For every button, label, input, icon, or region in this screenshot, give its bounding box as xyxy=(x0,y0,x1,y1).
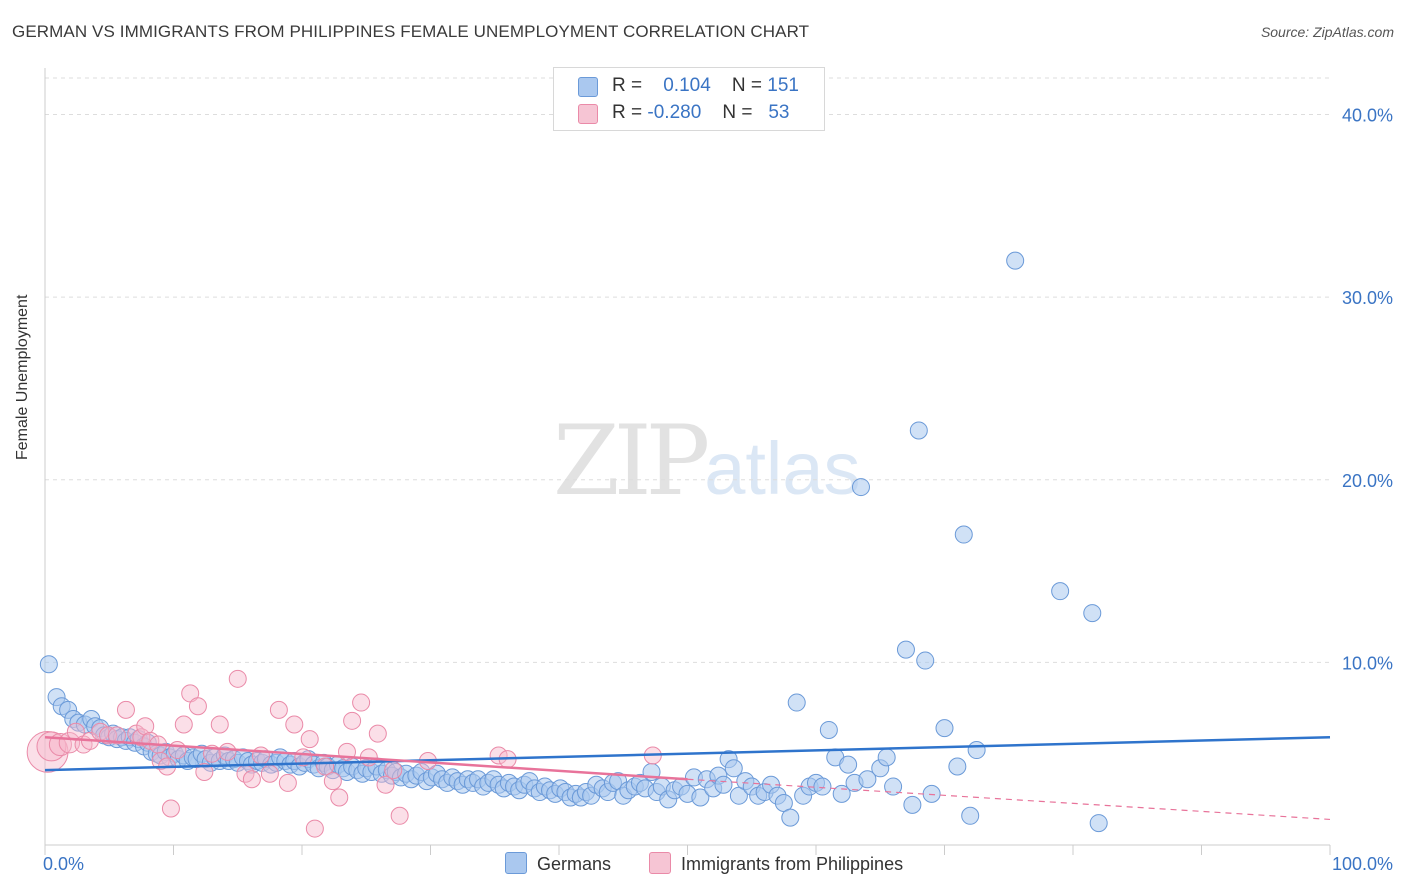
data-point-philippines xyxy=(174,715,193,734)
bottom-swatch-germans xyxy=(505,852,527,874)
legend-n-label: N = xyxy=(722,102,753,123)
data-point-germans xyxy=(1051,582,1070,601)
data-point-germans xyxy=(884,777,903,796)
data-point-philippines xyxy=(218,742,237,761)
trendline-philippines-extension xyxy=(687,778,1331,821)
data-point-philippines xyxy=(116,700,135,719)
data-point-germans xyxy=(781,808,800,827)
data-point-philippines xyxy=(390,806,409,825)
legend-n-value: 151 xyxy=(767,75,799,96)
watermark-zip: ZIP xyxy=(553,405,710,517)
data-point-philippines xyxy=(376,775,395,794)
bottom-legend-label: Immigrants from Philippines xyxy=(681,854,904,874)
data-point-philippines xyxy=(285,715,304,734)
data-point-philippines xyxy=(251,746,270,765)
bottom-legend-label: Germans xyxy=(537,854,612,874)
legend-stats-philippines: R = -0.280 N = 53 xyxy=(612,102,789,124)
legend-swatch-germans xyxy=(578,77,598,97)
data-point-philippines xyxy=(384,761,403,780)
bottom-swatch-philippines xyxy=(649,852,671,874)
legend-swatch-philippines xyxy=(578,104,598,124)
legend-stats-germans: R = 0.104 N = 151 xyxy=(612,75,799,97)
legend-r-value: -0.280 xyxy=(647,102,702,123)
y-tick-label: 30.0% xyxy=(1342,288,1393,308)
data-point-philippines xyxy=(136,717,155,736)
legend-n-value: 53 xyxy=(768,102,790,123)
data-point-philippines xyxy=(343,711,362,730)
data-point-germans xyxy=(967,741,986,760)
trendline-philippines xyxy=(44,736,688,781)
source-label: Source: ZipAtlas.com xyxy=(1260,24,1394,40)
data-point-philippines xyxy=(352,693,371,712)
data-point-germans xyxy=(813,777,832,796)
data-point-germans xyxy=(922,784,941,803)
legend-n-label: N = xyxy=(731,75,763,96)
data-point-philippines xyxy=(168,741,187,760)
data-point-germans xyxy=(877,748,896,767)
data-point-philippines xyxy=(107,726,126,745)
data-point-germans xyxy=(858,770,877,789)
data-point-philippines xyxy=(305,819,324,838)
y-tick-label: 10.0% xyxy=(1342,653,1393,673)
data-point-philippines xyxy=(132,728,151,747)
legend-r-label: R = xyxy=(612,75,643,96)
data-point-germans xyxy=(909,421,928,440)
watermark: ZIPatlas xyxy=(553,405,861,517)
bottom-legend-philippines: Immigrants from Philippines xyxy=(649,852,903,875)
data-point-germans xyxy=(961,806,980,825)
data-point-philippines xyxy=(260,764,279,783)
data-point-germans xyxy=(1006,251,1025,270)
trendline-germans xyxy=(44,736,1331,772)
chart-title: GERMAN VS IMMIGRANTS FROM PHILIPPINES FE… xyxy=(12,22,810,41)
data-point-germans xyxy=(954,525,973,544)
data-point-philippines xyxy=(188,697,207,716)
x-tick-label: 0.0% xyxy=(43,854,84,874)
data-point-germans xyxy=(39,655,58,674)
data-point-germans xyxy=(948,757,967,776)
data-point-germans xyxy=(839,755,858,774)
x-tick-label: 100.0% xyxy=(1332,854,1393,874)
data-point-germans xyxy=(787,693,806,712)
correlation-legend: R = 0.104 N = 151 R = -0.280 N = 53 xyxy=(553,67,825,131)
data-point-germans xyxy=(851,478,870,497)
data-point-philippines xyxy=(228,669,247,688)
y-tick-label: 20.0% xyxy=(1342,471,1393,491)
data-point-philippines xyxy=(330,788,349,807)
data-point-philippines xyxy=(323,772,342,791)
data-point-germans xyxy=(714,775,733,794)
y-axis-label: Female Unemployment xyxy=(14,294,31,460)
data-point-philippines xyxy=(300,730,319,749)
legend-r-value: 0.104 xyxy=(663,75,711,96)
data-point-philippines xyxy=(242,770,261,789)
data-point-germans xyxy=(1083,604,1102,623)
data-point-germans xyxy=(1089,814,1108,833)
data-point-germans xyxy=(916,651,935,670)
y-tick-label: 40.0% xyxy=(1342,106,1393,126)
data-point-germans xyxy=(724,759,743,778)
data-point-philippines xyxy=(278,773,297,792)
bottom-legend-germans: Germans xyxy=(505,852,611,875)
data-point-germans xyxy=(896,640,915,659)
watermark-atlas: atlas xyxy=(704,427,861,510)
data-point-germans xyxy=(935,719,954,738)
data-point-philippines xyxy=(210,715,229,734)
data-point-germans xyxy=(691,788,710,807)
data-point-philippines xyxy=(161,799,180,818)
data-point-philippines xyxy=(269,700,288,719)
data-point-germans xyxy=(819,720,838,739)
legend-r-label: R = xyxy=(612,102,643,123)
data-point-philippines xyxy=(195,762,214,781)
data-point-germans xyxy=(903,795,922,814)
data-point-philippines xyxy=(368,724,387,743)
